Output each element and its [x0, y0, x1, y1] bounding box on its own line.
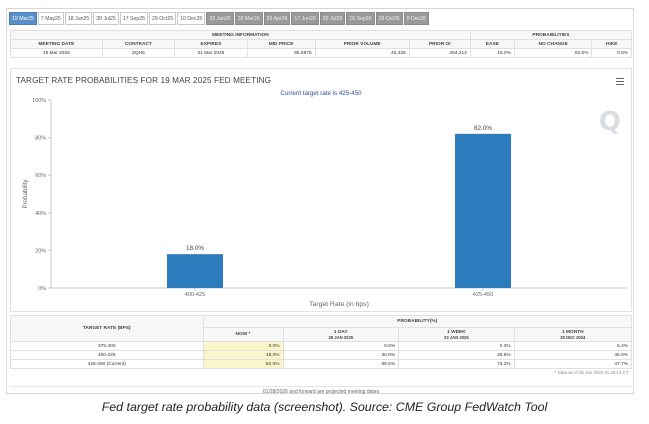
bar-chart-svg: 0% 20% 40% 60% 80% 100% Probability 18.0% 400-42…	[22, 98, 627, 308]
y-tick-label: 0%	[38, 286, 46, 292]
probability-cell: 73.2%	[398, 359, 515, 369]
probability-cell: 0.6%	[282, 341, 400, 351]
col-hike: HIKE	[591, 39, 632, 49]
probabilities-title: PROBABILITIES	[469, 30, 633, 40]
mid-price-value: 95.6875	[246, 48, 316, 58]
tab-meeting-14[interactable]: 9 Dec26	[403, 12, 429, 25]
x-tick-label: 400-425	[185, 292, 206, 298]
tab-meeting-10[interactable]: 17 Jun26	[291, 12, 319, 25]
y-tick-label: 80%	[35, 136, 46, 142]
data-timestamp-note: * Data as of 30 Jan 2025 01:49:13 CT	[554, 370, 629, 376]
probability-table: TARGET RATE (BPS) PROBABILITY(%) NOW * 1 …	[10, 315, 633, 397]
prob-col-label: 1 WEEK	[447, 329, 466, 335]
prob-col-label: 1 MONTH	[562, 329, 584, 335]
no-change-value: 82.0%	[513, 48, 593, 58]
data-label: 18.0%	[186, 245, 204, 252]
prob-col-header-0: NOW *	[202, 327, 284, 342]
meeting-date-value: 19 Mar 2025	[10, 48, 103, 58]
meeting-info-title: MEETING INFORMATION	[10, 30, 471, 40]
bar-425-450	[455, 133, 511, 288]
col-contract: CONTRACT	[101, 39, 176, 49]
probability-cell: 82.0%	[202, 359, 284, 369]
expires-value: 31 Mar 2025	[174, 48, 248, 58]
y-tick-label: 100%	[32, 98, 46, 104]
col-prior-oi: PRIOR OI	[408, 39, 471, 49]
probability-chart: TARGET RATE PROBABILITIES FOR 19 MAR 202…	[10, 68, 632, 312]
image-caption: Fed target rate probability data (screen…	[101, 400, 548, 414]
y-tick-label: 20%	[35, 248, 46, 254]
hike-value: 0.0%	[591, 48, 632, 58]
table-row: 400-425 18.0% 30.9% 26.5% 46.9%	[10, 350, 633, 360]
tab-meeting-6[interactable]: 10 Dec25	[177, 12, 206, 25]
data-label: 82.0%	[474, 125, 492, 132]
probability-cell: 68.5%	[282, 359, 400, 369]
target-rate-cell: 400-425	[10, 350, 204, 360]
tab-meeting-5[interactable]: 29 Oct25	[149, 12, 177, 25]
bar-400-425	[167, 254, 223, 288]
projected-dates-footnote: 01/28/2026 and forward are projected mee…	[10, 386, 632, 396]
contract-value: ZQH5	[101, 48, 176, 58]
probability-group-header: PROBABILITY(%)	[202, 315, 632, 328]
prob-col-label: 1 DAY	[333, 329, 348, 335]
y-axis-label: Probability	[22, 179, 29, 209]
x-axis-label: Target Rate (in bps)	[309, 301, 369, 308]
prob-col-date: 30 DEC 2024	[560, 334, 586, 340]
x-tick-label: 425-450	[473, 292, 494, 298]
col-meeting-date: MEETING DATE	[10, 39, 103, 49]
chart-title: TARGET RATE PROBABILITIES FOR 19 MAR 202…	[16, 76, 272, 85]
meeting-information-table: MEETING INFORMATION PROBABILITIES MEETIN…	[10, 30, 633, 66]
y-tick-label: 40%	[35, 211, 46, 217]
probability-cell: 30.9%	[282, 350, 400, 360]
tab-meeting-13[interactable]: 28 Oct26	[375, 12, 403, 25]
prob-col-label: NOW *	[235, 332, 251, 337]
ease-value: 18.0%	[469, 48, 515, 58]
tab-meeting-3[interactable]: 30 Jul25	[93, 12, 119, 25]
prob-col-header-2: 1 WEEK 23 JAN 2025	[398, 327, 515, 342]
probability-cell: 0.3%	[398, 341, 515, 351]
probability-cell: 26.5%	[398, 350, 515, 360]
hamburger-menu-icon[interactable]	[616, 78, 624, 85]
col-no-change: NO CHANGE	[513, 39, 593, 49]
probability-cell: 47.7%	[513, 359, 633, 369]
tab-meeting-11[interactable]: 29 Jul26	[319, 12, 346, 25]
tab-meeting-9[interactable]: 29 Apr26	[263, 12, 291, 25]
tab-meeting-0[interactable]: 19 Mar25	[9, 12, 37, 25]
tab-meeting-7[interactable]: 28 Jan26	[206, 12, 234, 25]
prob-col-date: 29 JAN 2025	[328, 334, 354, 340]
col-expires: EXPIRES	[174, 39, 248, 49]
prob-col-date: 23 JAN 2025	[444, 334, 469, 340]
table-row: 425-450 (Current) 82.0% 68.5% 73.2% 47.7%	[10, 359, 633, 369]
prior-oi-value: 254,213	[408, 48, 471, 58]
prob-col-header-1: 1 DAY 29 JAN 2025	[282, 327, 400, 342]
fedwatch-panel: 19 Mar25 7 May25 18 Jun25 30 Jul25 17 Sep25 2…	[6, 8, 634, 397]
tab-meeting-2[interactable]: 18 Jun25	[64, 12, 93, 25]
probability-cell: 18.0%	[202, 350, 284, 360]
probability-cell: 5.4%	[513, 341, 633, 351]
col-ease: EASE	[469, 39, 515, 49]
probability-cell: 46.9%	[513, 350, 633, 360]
tab-meeting-4[interactable]: 17 Sep25	[119, 12, 149, 25]
target-rate-cell: 425-450 (Current)	[10, 359, 204, 369]
col-mid-price: MID PRICE	[246, 39, 316, 49]
target-rate-cell: 375-400	[10, 341, 204, 351]
probability-cell: 0.0%	[202, 341, 284, 351]
tab-meeting-12[interactable]: 16 Sep26	[346, 12, 375, 25]
tab-meeting-1[interactable]: 7 May25	[37, 12, 64, 25]
target-rate-header: TARGET RATE (BPS)	[10, 315, 204, 342]
table-row: 375-400 0.0% 0.6% 0.3% 5.4%	[10, 341, 633, 351]
y-tick-label: 60%	[35, 173, 46, 179]
chart-subtitle: Current target rate is 425-450	[280, 90, 362, 97]
tab-meeting-8[interactable]: 18 Mar26	[234, 12, 263, 25]
meeting-date-tabs: 19 Mar25 7 May25 18 Jun25 30 Jul25 17 Sep25 2…	[7, 12, 430, 25]
prior-volume-value: 45,325	[314, 48, 410, 58]
col-prior-volume: PRIOR VOLUME	[314, 39, 410, 49]
prob-col-header-3: 1 MONTH 30 DEC 2024	[513, 327, 633, 342]
quikstrike-logo: Q	[598, 107, 621, 137]
